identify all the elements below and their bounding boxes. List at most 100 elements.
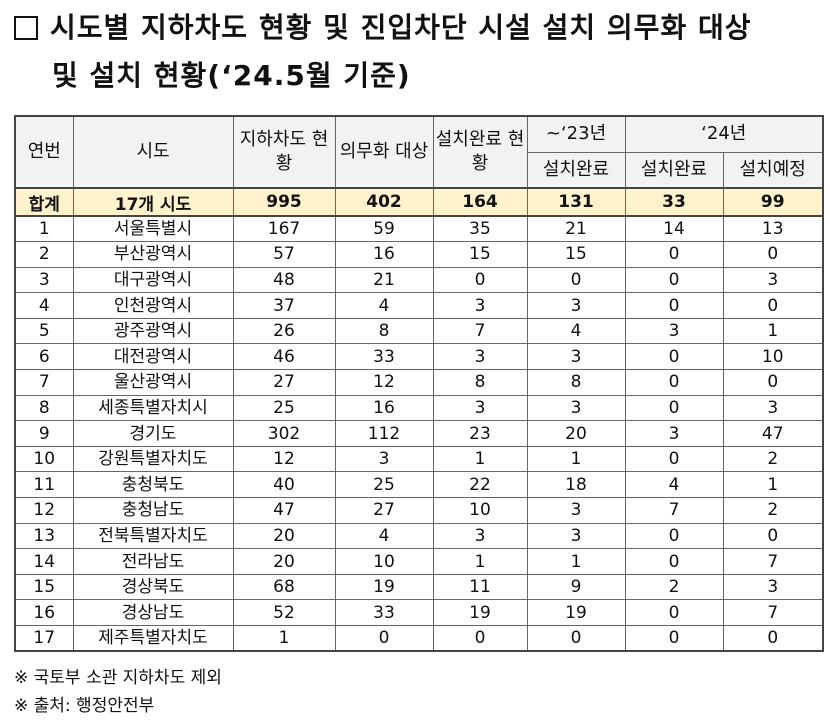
table-cell: 3	[526, 343, 626, 371]
table-cell: 8	[334, 317, 434, 345]
table-cell: 3	[334, 445, 434, 473]
table-cell: 33	[334, 343, 434, 371]
footnotes: ※ 국토부 소관 지하차도 제외 ※ 출처: 행정안전부	[14, 664, 222, 720]
table-cell: 3	[722, 266, 824, 294]
table-row: 1 서울특별시 167 59 35 21 14 13	[14, 215, 824, 243]
title-text-1: 시도별 지하차도 현황 및 진입차단 시설 설치 의무화 대상	[50, 11, 752, 44]
table-cell: 15	[432, 241, 528, 268]
table-cell: 37	[232, 292, 336, 319]
table-cell: 27	[232, 369, 336, 396]
table-cell: 부산광역시	[72, 241, 234, 268]
table-cell: 0	[432, 625, 528, 652]
table-cell: 11	[432, 573, 528, 601]
table-cell: 9	[526, 573, 626, 601]
table-cell: 7	[14, 369, 74, 396]
underpass-status-table: 연번 시도 지하차도 현황 의무화 대상 설치완료 현황 ~‘23년 ‘24년 …	[14, 115, 824, 653]
table-cell: 21	[526, 215, 626, 243]
table-row: 2 부산광역시 57 16 15 15 0 0	[14, 241, 824, 268]
table-cell: 12	[334, 369, 434, 396]
table-cell: 19	[334, 573, 434, 601]
header-underpass: 지하차도 현황	[232, 115, 336, 189]
table-cell: 3	[722, 394, 824, 422]
table-cell: 0	[624, 599, 724, 626]
table-cell: 21	[334, 266, 434, 294]
table-cell: 대구광역시	[72, 266, 234, 294]
table-cell: 15	[14, 573, 74, 601]
table-cell: 4	[334, 292, 434, 319]
table-cell: 0	[722, 522, 824, 550]
table-cell: 6	[14, 343, 74, 371]
table-cell: 4	[14, 292, 74, 319]
table-row: 5 광주광역시 26 8 7 4 3 1	[14, 317, 824, 345]
table-cell: 13	[14, 522, 74, 550]
table-cell: 4	[526, 317, 626, 345]
table-cell: 402	[334, 187, 434, 217]
table-cell: 광주광역시	[72, 317, 234, 345]
table-row: 8 세종특별자치시 25 16 3 3 0 3	[14, 394, 824, 422]
table-cell: 0	[722, 625, 824, 652]
table-cell: 14	[14, 548, 74, 575]
table-cell: 0	[432, 266, 528, 294]
table-cell: 0	[624, 625, 724, 652]
table-cell: 0	[526, 266, 626, 294]
footnote-exclusion: ※ 국토부 소관 지하차도 제외	[14, 668, 222, 688]
table-cell: 합계	[14, 187, 74, 217]
table-cell: 0	[624, 522, 724, 550]
table-cell: 3	[526, 292, 626, 319]
table-row: 17 제주특별자치도 1 0 0 0 0 0	[14, 625, 824, 652]
table-cell: 1	[232, 625, 336, 652]
table-cell: 19	[432, 599, 528, 626]
table-cell: 11	[14, 471, 74, 499]
table-cell: 2	[722, 497, 824, 524]
table-cell: 대전광역시	[72, 343, 234, 371]
table-row: 15 경상북도 68 19 11 9 2 3	[14, 573, 824, 601]
footnote-source: ※ 출처: 행정안전부	[14, 696, 155, 716]
table-cell: 강원특별자치도	[72, 445, 234, 473]
table-cell: 99	[722, 187, 824, 217]
table-cell: 23	[432, 420, 528, 447]
table-cell: 인천광역시	[72, 292, 234, 319]
table-cell: 3	[432, 343, 528, 371]
table-row: 6 대전광역시 46 33 3 3 0 10	[14, 343, 824, 371]
table-cell: 16	[334, 394, 434, 422]
table-cell: 3	[624, 317, 724, 345]
table-cell: 40	[232, 471, 336, 499]
table-cell: 1	[722, 317, 824, 345]
table-cell: 20	[526, 420, 626, 447]
table-cell: 제주특별자치도	[72, 625, 234, 652]
table-cell: 15	[526, 241, 626, 268]
table-cell: 1	[526, 445, 626, 473]
table-cell: 2	[14, 241, 74, 268]
table-cell: 9	[14, 420, 74, 447]
table-cell: 0	[624, 292, 724, 319]
table-cell: 14	[624, 215, 724, 243]
table-cell: 1	[432, 445, 528, 473]
header-mandatory: 의무화 대상	[334, 115, 434, 189]
table-cell: 19	[526, 599, 626, 626]
header-installed: 설치완료 현황	[432, 115, 528, 189]
table-cell: 0	[334, 625, 434, 652]
table-cell: 10	[334, 548, 434, 575]
table-cell: 0	[624, 394, 724, 422]
table-cell: 1	[722, 471, 824, 499]
header-y24-plan: 설치예정	[722, 151, 824, 189]
table-cell: 충청남도	[72, 497, 234, 524]
table-cell: 20	[232, 548, 336, 575]
table-row: 9 경기도 302 112 23 20 3 47	[14, 420, 824, 447]
table-cell: 0	[624, 343, 724, 371]
table-cell: 충청북도	[72, 471, 234, 499]
table-row: 7 울산광역시 27 12 8 8 0 0	[14, 369, 824, 396]
table-row: 12 충청남도 47 27 10 3 7 2	[14, 497, 824, 524]
table-cell: 47	[232, 497, 336, 524]
table-cell: 33	[624, 187, 724, 217]
header-region: 시도	[72, 115, 234, 189]
table-cell: 68	[232, 573, 336, 601]
table-cell: 20	[232, 522, 336, 550]
table-cell: 17	[14, 625, 74, 652]
table-cell: 세종특별자치시	[72, 394, 234, 422]
table-cell: 8	[14, 394, 74, 422]
table-cell: 26	[232, 317, 336, 345]
table-row: 4 인천광역시 37 4 3 3 0 0	[14, 292, 824, 319]
table-row: 10 강원특별자치도 12 3 1 1 0 2	[14, 445, 824, 473]
table-cell: 경상남도	[72, 599, 234, 626]
